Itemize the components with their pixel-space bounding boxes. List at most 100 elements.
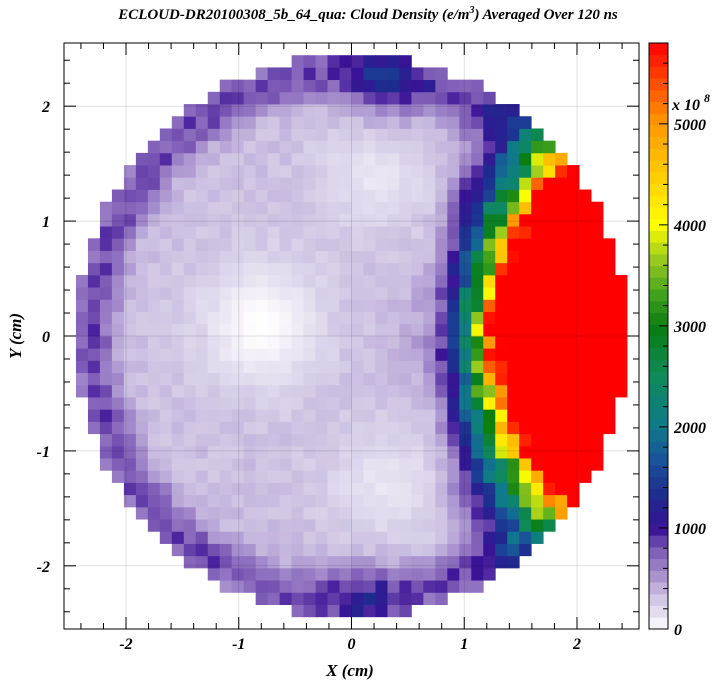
heatmap-cell [147,482,161,496]
heatmap-cell [339,555,352,569]
heatmap-cell [327,250,340,264]
heatmap-cell [75,336,89,349]
heatmap-cell [351,445,364,459]
heatmap-cell [303,543,316,557]
heatmap-cell [411,238,424,251]
heatmap-cell [207,506,221,520]
heatmap-cell [375,311,388,325]
heatmap-cell [159,360,173,374]
heatmap-cell [303,384,316,398]
heatmap-cell [411,91,424,105]
heatmap-cell [483,323,496,337]
heatmap-cell [183,348,197,361]
heatmap-cell [519,201,532,215]
heatmap-cell [171,397,185,410]
heatmap-cell [207,482,221,496]
heatmap-cell [495,372,508,386]
heatmap-cell [219,348,233,361]
heatmap-cell [519,458,532,471]
heatmap-cell [195,262,209,276]
heatmap-cell [339,348,352,361]
heatmap-cell [603,311,616,325]
heatmap-cell [591,250,604,264]
heatmap-cell [279,336,293,349]
heatmap-cell [219,360,233,374]
heatmap-cell [243,567,257,581]
heatmap-cell [135,336,149,349]
heatmap-cell [495,323,508,337]
heatmap-cell [123,189,137,203]
heatmap-cell [123,494,137,508]
heatmap-cell [291,336,304,349]
heatmap-cell [399,238,412,251]
heatmap-cell [447,519,460,532]
heatmap-cell [555,274,568,288]
heatmap-cell [219,250,233,264]
heatmap-cell [111,226,125,239]
heatmap-cell [555,506,568,520]
heatmap-cell [495,274,508,288]
heatmap-cell [339,482,352,496]
heatmap-cell [267,336,281,349]
heatmap-cell [567,201,580,215]
heatmap-cell [171,519,185,532]
heatmap-cell [447,262,460,276]
heatmap-cell [399,543,412,557]
heatmap-cell [579,201,592,215]
heatmap-cell [183,128,197,142]
heatmap-cell [303,409,316,422]
heatmap-cell [351,592,364,605]
heatmap-cell [495,238,508,251]
heatmap-cell [195,409,209,422]
heatmap-cell [315,189,328,203]
heatmap-cell [387,567,400,581]
heatmap-cell [267,287,281,300]
heatmap-cell [519,177,532,190]
y-tick-label: -2 [37,559,50,576]
heatmap-cell [231,506,245,520]
heatmap-cell [135,482,149,496]
heatmap-cell [471,482,484,496]
heatmap-cell [459,79,472,93]
heatmap-cell [363,55,376,68]
heatmap-cell [255,323,269,337]
heatmap-cell [135,470,149,483]
heatmap-cell [171,384,185,398]
heatmap-cell [279,397,293,410]
heatmap-cell [207,311,221,325]
heatmap-cell [447,433,460,447]
heatmap-cell [231,384,245,398]
heatmap-cell [339,274,352,288]
heatmap-cell [291,470,304,483]
heatmap-cell [459,91,472,105]
heatmap-cell [243,543,257,557]
heatmap-cell [555,165,568,178]
heatmap-cell [423,213,436,227]
heatmap-cell [387,287,400,300]
heatmap-cell [471,91,484,105]
heatmap-cell [267,555,281,569]
heatmap-cell [195,397,209,410]
heatmap-cell [591,384,604,398]
heatmap-cell [387,55,400,68]
heatmap-cell [399,360,412,374]
heatmap-cell [459,519,472,532]
heatmap-cell [447,152,460,166]
heatmap-cell [195,189,209,203]
heatmap-cell [411,128,424,142]
heatmap-cell [207,567,221,581]
heatmap-cell [447,104,460,117]
heatmap-cell [471,287,484,300]
heatmap-cell [159,299,173,312]
heatmap-cell [435,287,448,300]
heatmap-cell [87,372,101,386]
heatmap-cell [579,311,592,325]
heatmap-cell [519,262,532,276]
heatmap-cell [195,201,209,215]
heatmap-cell [375,592,388,605]
heatmap-cell [123,201,137,215]
heatmap-cell [387,274,400,288]
heatmap-cell [255,250,269,264]
heatmap-cell [459,580,472,593]
heatmap-cell [315,397,328,410]
